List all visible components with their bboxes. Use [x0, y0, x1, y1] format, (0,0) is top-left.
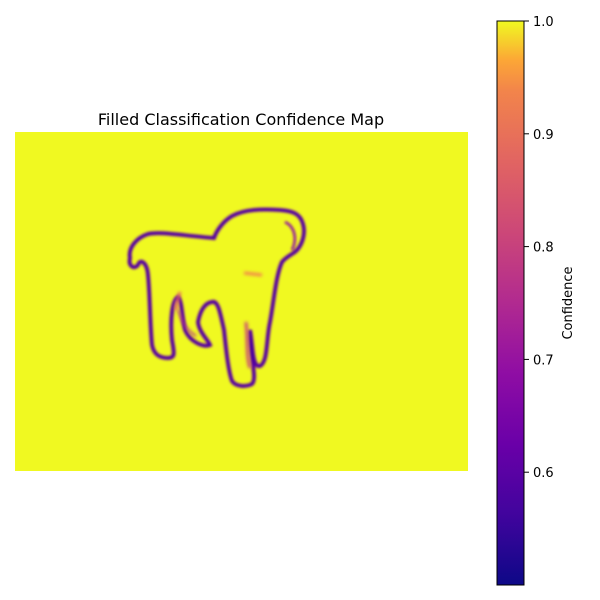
colorbar-tick-label: 0.7 — [533, 353, 554, 368]
ear-detail — [284, 220, 297, 251]
outline-core — [128, 208, 305, 387]
colorbar-tick-label: 0.9 — [533, 128, 554, 143]
colorbar-tick-label: 0.6 — [533, 466, 554, 481]
dog-outline — [127, 207, 306, 388]
leg-line-front — [244, 321, 252, 369]
chest-mark — [243, 271, 263, 277]
colorbar-tick-label: 0.8 — [533, 241, 554, 256]
leg-line-back — [174, 291, 182, 311]
colorbar: 0.6 0.7 0.8 0.9 1.0 Confidence — [496, 15, 576, 586]
chart-title: Filled Classification Confidence Map — [98, 110, 384, 129]
heatmap-background — [15, 132, 468, 471]
hind-leg-inner — [177, 309, 197, 337]
colorbar-label: Confidence — [561, 266, 576, 339]
interior-features — [174, 271, 263, 369]
colorbar-ticks: 0.6 0.7 0.8 0.9 1.0 — [524, 15, 554, 481]
colorbar-gradient — [496, 20, 525, 586]
colorbar-tick-label: 1.0 — [533, 15, 554, 30]
heatmap — [15, 132, 468, 471]
